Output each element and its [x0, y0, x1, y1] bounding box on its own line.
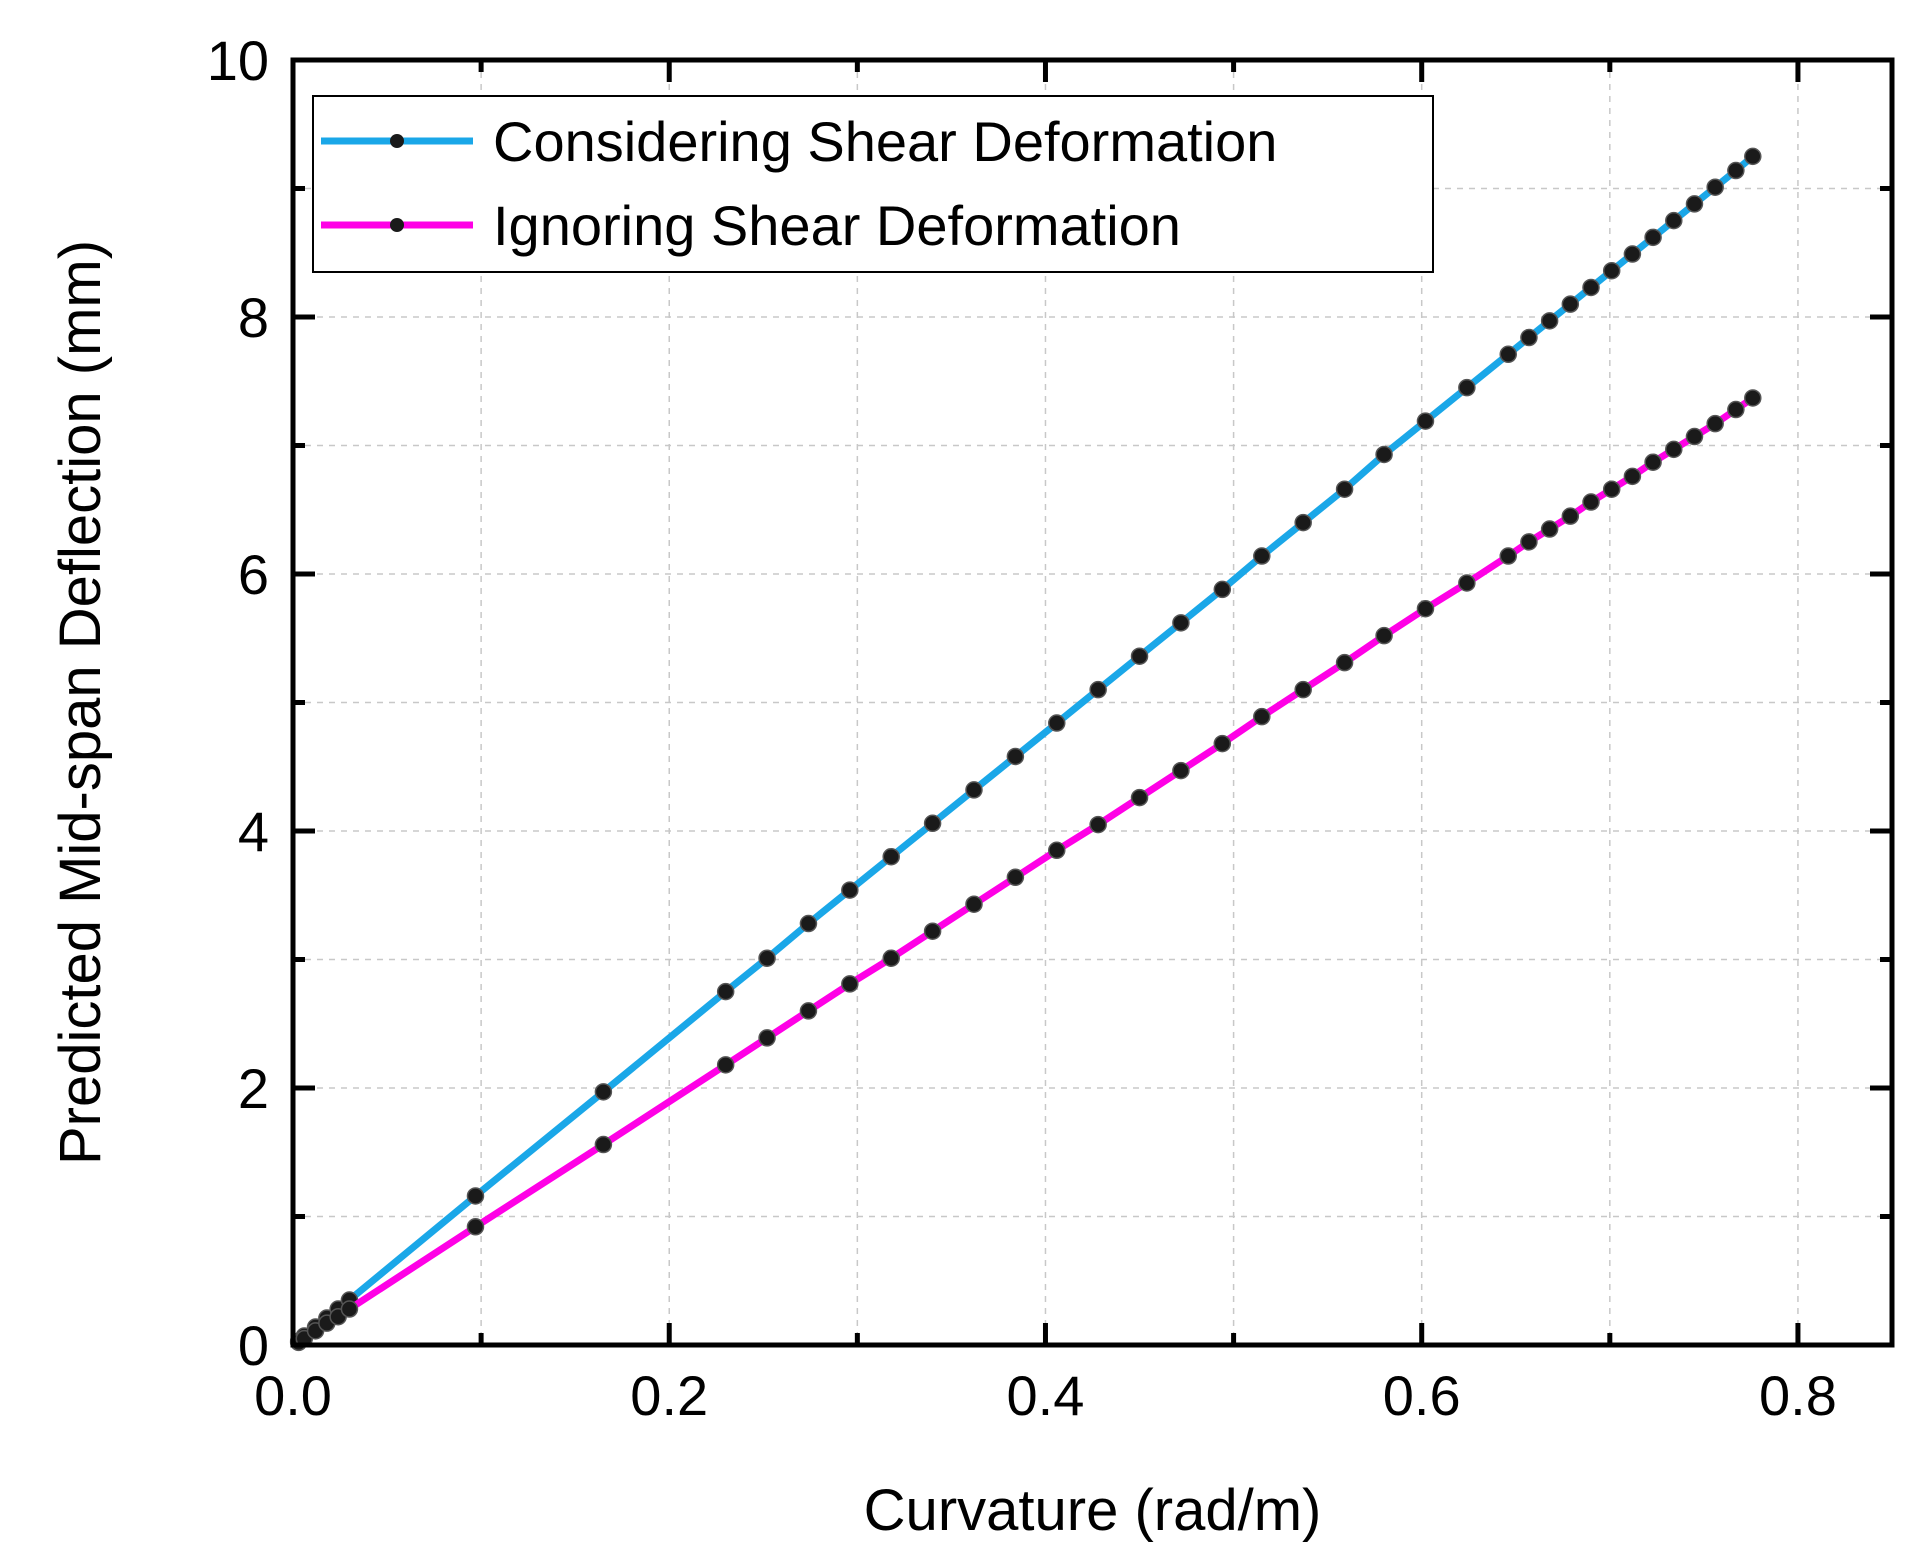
data-point [1294, 680, 1312, 699]
data-point [1602, 261, 1621, 280]
data-point [882, 949, 900, 967]
data-point [1582, 278, 1600, 297]
data-point [923, 814, 942, 833]
axis-ticks [293, 60, 1892, 1345]
data-point [965, 895, 983, 913]
data-point [340, 1300, 359, 1318]
data-point [1172, 614, 1190, 632]
legend-marker-considering [390, 134, 404, 148]
data-point [466, 1187, 485, 1205]
data-point [1253, 547, 1271, 565]
tick-labels: 0.0 0.2 0.4 0.6 0.8 0 2 4 6 8 10 [207, 29, 1837, 1427]
data-point [1416, 599, 1435, 618]
data-point [1458, 574, 1476, 592]
data-point [965, 781, 983, 799]
data-point [1130, 647, 1149, 665]
data-point [466, 1218, 485, 1236]
data-point [1540, 312, 1559, 330]
data-point [594, 1135, 613, 1154]
data-point [1561, 507, 1580, 525]
data-point [1172, 761, 1190, 780]
data-point [1335, 653, 1354, 672]
data-point [758, 949, 776, 967]
data-point [1744, 389, 1762, 407]
data-point [1213, 734, 1232, 753]
data-point [1006, 868, 1025, 887]
x-tick-label: 0.6 [1383, 1364, 1461, 1427]
y-tick-label: 4 [238, 800, 269, 863]
data-point [1520, 533, 1538, 551]
data-point [1727, 400, 1745, 419]
data-point [1665, 211, 1683, 230]
data-point [716, 1056, 735, 1074]
data-point [1458, 378, 1476, 397]
data-point [1602, 480, 1621, 498]
data-point [841, 975, 859, 993]
data-point [1499, 547, 1517, 565]
y-tick-label: 6 [238, 543, 269, 606]
data-point [1582, 493, 1600, 511]
data-point [1213, 580, 1232, 599]
data-point [1727, 161, 1745, 180]
data-point [1685, 195, 1704, 213]
data-point [1623, 245, 1642, 263]
y-tick-label: 0 [238, 1314, 269, 1377]
data-point [1375, 626, 1393, 645]
data-point [1416, 412, 1435, 430]
data-point [882, 847, 900, 866]
data-point [1623, 467, 1642, 486]
y-axis-title: Predicted Mid-span Deflection (mm) [48, 240, 113, 1165]
legend-box [312, 95, 1434, 273]
data-point [1130, 788, 1149, 807]
data-point [923, 922, 942, 940]
data-point [1665, 440, 1683, 459]
data-point [1048, 714, 1066, 732]
data-point [799, 1002, 818, 1020]
legend: Considering Shear Deformation Ignoring S… [312, 95, 1434, 273]
data-point [1294, 513, 1312, 532]
data-point [1048, 841, 1066, 860]
data-point [1335, 480, 1354, 498]
data-point [1089, 815, 1107, 834]
y-tick-label: 2 [238, 1057, 269, 1120]
y-tick-label: 10 [207, 29, 269, 92]
x-tick-label: 0.2 [630, 1364, 708, 1427]
data-point [1089, 680, 1107, 699]
data-point [1706, 414, 1724, 433]
series-0 [289, 147, 1762, 1350]
series-1 [289, 389, 1762, 1352]
data-point [1499, 345, 1517, 364]
x-axis-title: Curvature (rad/m) [864, 1478, 1322, 1543]
data-point [1540, 520, 1559, 538]
legend-marker-ignoring [390, 218, 404, 232]
data-point [1744, 147, 1762, 166]
x-tick-label: 0.8 [1759, 1364, 1837, 1427]
data-point [758, 1029, 776, 1047]
data-point [1706, 178, 1724, 196]
data-point [1520, 328, 1538, 347]
x-tick-label: 0.4 [1007, 1364, 1085, 1427]
data-point [1253, 707, 1271, 726]
data-point [1375, 445, 1393, 464]
data-point [1644, 453, 1662, 471]
y-tick-label: 8 [238, 286, 269, 349]
data-point [1644, 228, 1662, 247]
data-point [1561, 295, 1580, 313]
legend-label-considering: Considering Shear Deformation [493, 110, 1277, 173]
data-point [594, 1083, 613, 1101]
data-point [1006, 747, 1025, 766]
data-point [716, 982, 735, 1001]
data-point [841, 881, 859, 899]
data-point [1685, 427, 1704, 446]
x-tick-label: 0.0 [254, 1364, 332, 1427]
series-layer [289, 147, 1762, 1352]
grid [293, 60, 1892, 1345]
data-point [799, 914, 818, 933]
legend-label-ignoring: Ignoring Shear Deformation [493, 194, 1181, 257]
